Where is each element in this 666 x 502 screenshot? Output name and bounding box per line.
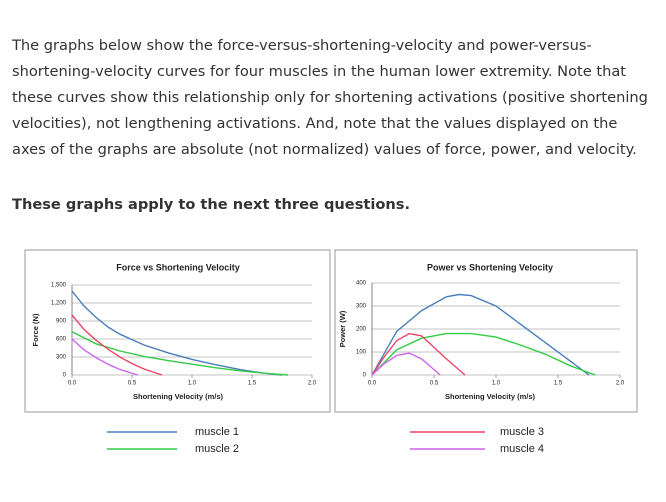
- y-tick-label: 300: [56, 355, 67, 361]
- y-tick-label: 400: [356, 281, 367, 287]
- y-axis-label: Force (N): [31, 313, 40, 346]
- chart-title: Force vs Shortening Velocity: [116, 262, 240, 272]
- y-tick-label: 900: [56, 319, 67, 325]
- chart-frame: [334, 249, 638, 413]
- y-tick-label: 300: [356, 304, 367, 310]
- chart-frame: [24, 249, 331, 413]
- y-tick-label: 0: [363, 373, 367, 379]
- x-tick-label: 0.0: [68, 381, 77, 387]
- series-line: [71, 331, 289, 376]
- legend-label: muscle 4: [500, 443, 544, 455]
- x-tick-label: 1.0: [492, 381, 501, 387]
- y-tick-label: 0: [63, 373, 67, 379]
- series-line: muscle 4: [71, 338, 139, 376]
- x-axis-label: Shortening Velocity (m/s): [133, 392, 224, 401]
- x-tick-label: 0.5: [430, 381, 439, 387]
- series-line: muscle 3: [71, 314, 163, 376]
- legend-label: muscle 3: [500, 426, 544, 438]
- x-tick-label: 1.5: [248, 381, 257, 387]
- x-tick-label: 1.0: [188, 381, 197, 387]
- y-tick-label: 200: [356, 327, 367, 333]
- x-tick-label: 0.0: [368, 381, 377, 387]
- y-axis-label: Power (W): [338, 310, 347, 347]
- chart-title: Power vs Shortening Velocity: [427, 262, 553, 272]
- y-tick-label: 1,200: [51, 301, 67, 307]
- series-line: muscle 1: [371, 293, 590, 376]
- series-line: muscle 2: [371, 332, 596, 376]
- series-line: [71, 290, 283, 376]
- legend-label: muscle 2: [195, 443, 239, 455]
- x-tick-label: 0.5: [128, 381, 137, 387]
- intro-text: The graphs below show the force-versus-s…: [12, 37, 648, 158]
- y-tick-label: 600: [56, 337, 67, 343]
- legend-label: muscle 1: [195, 426, 239, 438]
- y-tick-label: 100: [356, 350, 367, 356]
- series-line: [371, 332, 466, 376]
- series-line: [371, 352, 441, 376]
- x-tick-label: 2.0: [616, 381, 625, 387]
- x-tick-label: 1.5: [554, 381, 563, 387]
- x-tick-label: 2.0: [308, 381, 317, 387]
- prompt-text: These graphs apply to the next three que…: [12, 196, 411, 213]
- x-axis-label: Shortening Velocity (m/s): [445, 392, 536, 401]
- y-tick-label: 1,500: [51, 283, 67, 289]
